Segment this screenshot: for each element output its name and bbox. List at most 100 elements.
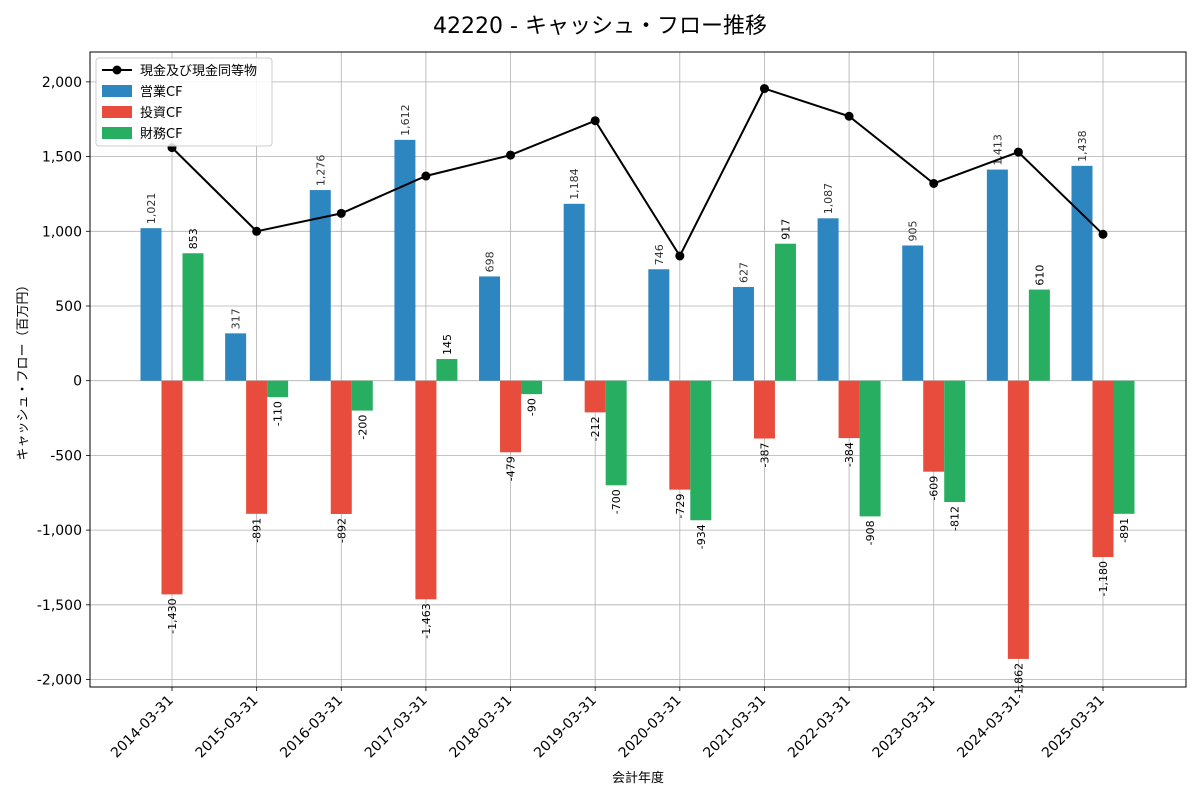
x-tick-label: 2014-03-31: [108, 693, 177, 762]
bar-value-label: 1,276: [314, 155, 327, 187]
bar-営業CF-2022-03-31: [817, 218, 839, 381]
legend-swatch-bar: [102, 106, 132, 118]
bar-投資CF-2023-03-31: [923, 380, 945, 472]
x-tick-label: 2021-03-31: [700, 693, 769, 762]
bar-value-label: -908: [864, 520, 877, 545]
bar-投資CF-2021-03-31: [753, 380, 775, 439]
bar-財務CF-2024-03-31: [1028, 289, 1050, 381]
legend-label: 現金及び現金同等物: [140, 63, 257, 79]
line-point-2016-03-31: [336, 208, 346, 218]
bar-value-label: 746: [653, 244, 666, 265]
bar-value-label: 1,021: [145, 193, 158, 225]
y-tick-label: 1,000: [42, 224, 82, 240]
x-tick-label: 2017-03-31: [362, 693, 431, 762]
bar-value-label: -609: [928, 476, 941, 501]
legend-swatch-bar: [102, 127, 132, 139]
bar-value-label: -891: [1118, 518, 1131, 543]
y-tick-label: -2,000: [37, 673, 82, 689]
bar-value-label: -1,180: [1097, 561, 1110, 596]
bar-財務CF-2015-03-31: [267, 380, 289, 398]
x-tick-label: 2023-03-31: [870, 693, 939, 762]
line-point-2023-03-31: [929, 178, 939, 188]
bar-value-label: -1,463: [420, 603, 433, 638]
y-tick-label: 2,000: [42, 75, 82, 91]
bar-value-label: -1,862: [1012, 663, 1025, 698]
bar-value-label: 917: [779, 219, 792, 240]
bar-営業CF-2016-03-31: [309, 190, 331, 381]
x-tick-label: 2024-03-31: [954, 693, 1023, 762]
legend-swatch-marker: [112, 65, 122, 75]
x-tick-label: 2019-03-31: [531, 693, 600, 762]
bar-財務CF-2021-03-31: [774, 243, 796, 381]
x-tick-label: 2025-03-31: [1039, 693, 1108, 762]
bar-財務CF-2025-03-31: [1113, 380, 1135, 514]
line-point-2015-03-31: [252, 226, 262, 236]
bar-value-label: -891: [251, 518, 264, 543]
bar-財務CF-2017-03-31: [436, 359, 458, 381]
plot-frame: [89, 51, 1187, 688]
y-tick-label: 1,500: [42, 150, 82, 166]
bar-value-label: -892: [335, 518, 348, 543]
bar-投資CF-2020-03-31: [669, 380, 691, 490]
bar-value-label: -479: [505, 456, 518, 481]
bar-投資CF-2024-03-31: [1007, 380, 1029, 659]
line-point-2022-03-31: [844, 111, 854, 121]
chart-title: 42220 - キャッシュ・フロー推移: [433, 14, 767, 39]
y-tick-label: 500: [55, 299, 82, 315]
line-point-2021-03-31: [759, 84, 769, 94]
bar-value-label: 1,438: [1076, 130, 1089, 162]
bar-value-label: -90: [526, 398, 539, 416]
y-tick-label: -500: [50, 448, 82, 464]
bar-投資CF-2025-03-31: [1092, 380, 1114, 558]
bar-value-label: 1,087: [822, 183, 835, 215]
bar-営業CF-2020-03-31: [648, 269, 670, 381]
bar-value-label: -200: [356, 415, 369, 440]
bar-value-label: -110: [272, 401, 285, 426]
bar-財務CF-2018-03-31: [521, 380, 543, 395]
bar-営業CF-2018-03-31: [479, 276, 501, 381]
line-point-2018-03-31: [506, 150, 516, 160]
bar-value-label: -212: [589, 416, 602, 441]
bar-営業CF-2025-03-31: [1071, 165, 1093, 381]
line-cash-equivalents: [171, 87, 1104, 258]
bar-財務CF-2016-03-31: [351, 380, 373, 411]
x-axis-label: 会計年度: [612, 770, 664, 786]
bar-財務CF-2023-03-31: [944, 380, 966, 503]
legend-label: 営業CF: [140, 84, 183, 100]
bar-財務CF-2019-03-31: [605, 380, 627, 486]
bar-営業CF-2024-03-31: [986, 169, 1008, 381]
line-point-2024-03-31: [1013, 147, 1023, 157]
bar-value-label: -729: [674, 494, 687, 519]
bar-営業CF-2015-03-31: [225, 333, 247, 381]
bar-value-label: 1,184: [568, 168, 581, 200]
x-tick-label: 2022-03-31: [785, 693, 854, 762]
legend-label: 財務CF: [140, 127, 183, 142]
line-point-2025-03-31: [1098, 229, 1108, 239]
bar-value-label: 1,612: [399, 104, 412, 136]
y-tick-label: -1,500: [37, 598, 82, 614]
y-axis-label: キャッシュ・フロー（百万円）: [16, 278, 31, 460]
x-tick-label: 2020-03-31: [616, 693, 685, 762]
bar-value-label: 853: [187, 228, 200, 249]
bar-value-label: 905: [907, 220, 920, 241]
bar-value-label: 610: [1033, 265, 1046, 286]
bar-財務CF-2020-03-31: [690, 380, 712, 521]
x-tick-label: 2018-03-31: [447, 693, 516, 762]
bar-value-label: 145: [441, 334, 454, 355]
bar-営業CF-2017-03-31: [394, 139, 416, 381]
bar-value-label: 698: [484, 251, 497, 272]
line-point-2019-03-31: [590, 116, 600, 126]
bar-value-label: 317: [230, 308, 243, 329]
bar-財務CF-2014-03-31: [182, 253, 204, 381]
legend-box: [95, 57, 273, 147]
bar-value-label: -384: [843, 442, 856, 467]
bar-value-label: 627: [737, 262, 750, 283]
bar-投資CF-2015-03-31: [246, 380, 268, 514]
bar-営業CF-2021-03-31: [732, 287, 754, 381]
bar-value-label: -700: [610, 489, 623, 514]
legend-swatch-bar: [102, 85, 132, 97]
bar-営業CF-2023-03-31: [902, 245, 924, 381]
bar-投資CF-2014-03-31: [161, 380, 183, 595]
bar-投資CF-2019-03-31: [584, 380, 606, 413]
